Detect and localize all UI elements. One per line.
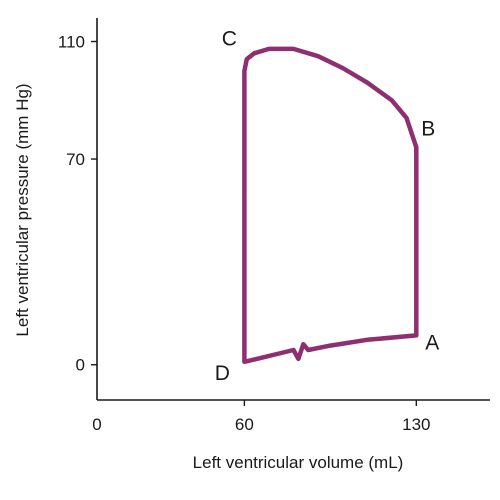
x-tick-label: 130 bbox=[402, 415, 430, 434]
x-axis-ticks: 0 60 130 bbox=[92, 400, 431, 434]
x-tick-label: 60 bbox=[235, 415, 254, 434]
point-label-b: B bbox=[421, 117, 435, 140]
pressure-volume-loop bbox=[242, 46, 419, 365]
flow-direction-arrows bbox=[242, 66, 419, 339]
point-labels: A B C D bbox=[215, 27, 440, 385]
point-label-d: D bbox=[215, 362, 230, 385]
point-label-c: C bbox=[222, 27, 237, 50]
y-axis-ticks: 0 70 110 bbox=[58, 33, 97, 375]
y-axis-title: Left ventricular pressure (mm Hg) bbox=[13, 83, 32, 336]
point-label-a: A bbox=[425, 331, 439, 354]
x-tick-label: 0 bbox=[92, 415, 101, 434]
x-axis-title: Left ventricular volume (mL) bbox=[193, 453, 404, 472]
y-tick-label: 70 bbox=[66, 150, 85, 169]
y-tick-label: 110 bbox=[58, 33, 85, 52]
y-tick-label: 0 bbox=[76, 356, 85, 375]
